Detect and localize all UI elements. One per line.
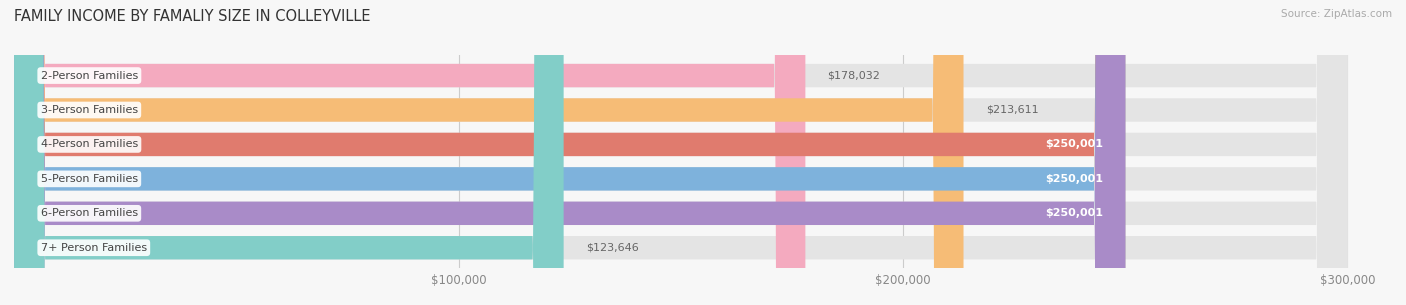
FancyBboxPatch shape — [14, 0, 1125, 305]
FancyBboxPatch shape — [14, 0, 1347, 305]
Text: 5-Person Families: 5-Person Families — [41, 174, 138, 184]
FancyBboxPatch shape — [14, 0, 1347, 305]
Text: FAMILY INCOME BY FAMALIY SIZE IN COLLEYVILLE: FAMILY INCOME BY FAMALIY SIZE IN COLLEYV… — [14, 9, 371, 24]
Text: $123,646: $123,646 — [586, 243, 638, 253]
FancyBboxPatch shape — [14, 0, 1347, 305]
Text: $178,032: $178,032 — [828, 70, 880, 81]
FancyBboxPatch shape — [14, 0, 1125, 305]
FancyBboxPatch shape — [14, 0, 806, 305]
Text: 7+ Person Families: 7+ Person Families — [41, 243, 146, 253]
Text: Source: ZipAtlas.com: Source: ZipAtlas.com — [1281, 9, 1392, 19]
Text: $250,001: $250,001 — [1045, 174, 1104, 184]
FancyBboxPatch shape — [14, 0, 963, 305]
FancyBboxPatch shape — [14, 0, 564, 305]
Text: $213,611: $213,611 — [986, 105, 1039, 115]
FancyBboxPatch shape — [14, 0, 1347, 305]
Text: $250,001: $250,001 — [1045, 208, 1104, 218]
Text: 6-Person Families: 6-Person Families — [41, 208, 138, 218]
FancyBboxPatch shape — [14, 0, 1347, 305]
Text: $250,001: $250,001 — [1045, 139, 1104, 149]
Text: 3-Person Families: 3-Person Families — [41, 105, 138, 115]
Text: 2-Person Families: 2-Person Families — [41, 70, 138, 81]
Text: 4-Person Families: 4-Person Families — [41, 139, 138, 149]
FancyBboxPatch shape — [14, 0, 1347, 305]
FancyBboxPatch shape — [14, 0, 1125, 305]
